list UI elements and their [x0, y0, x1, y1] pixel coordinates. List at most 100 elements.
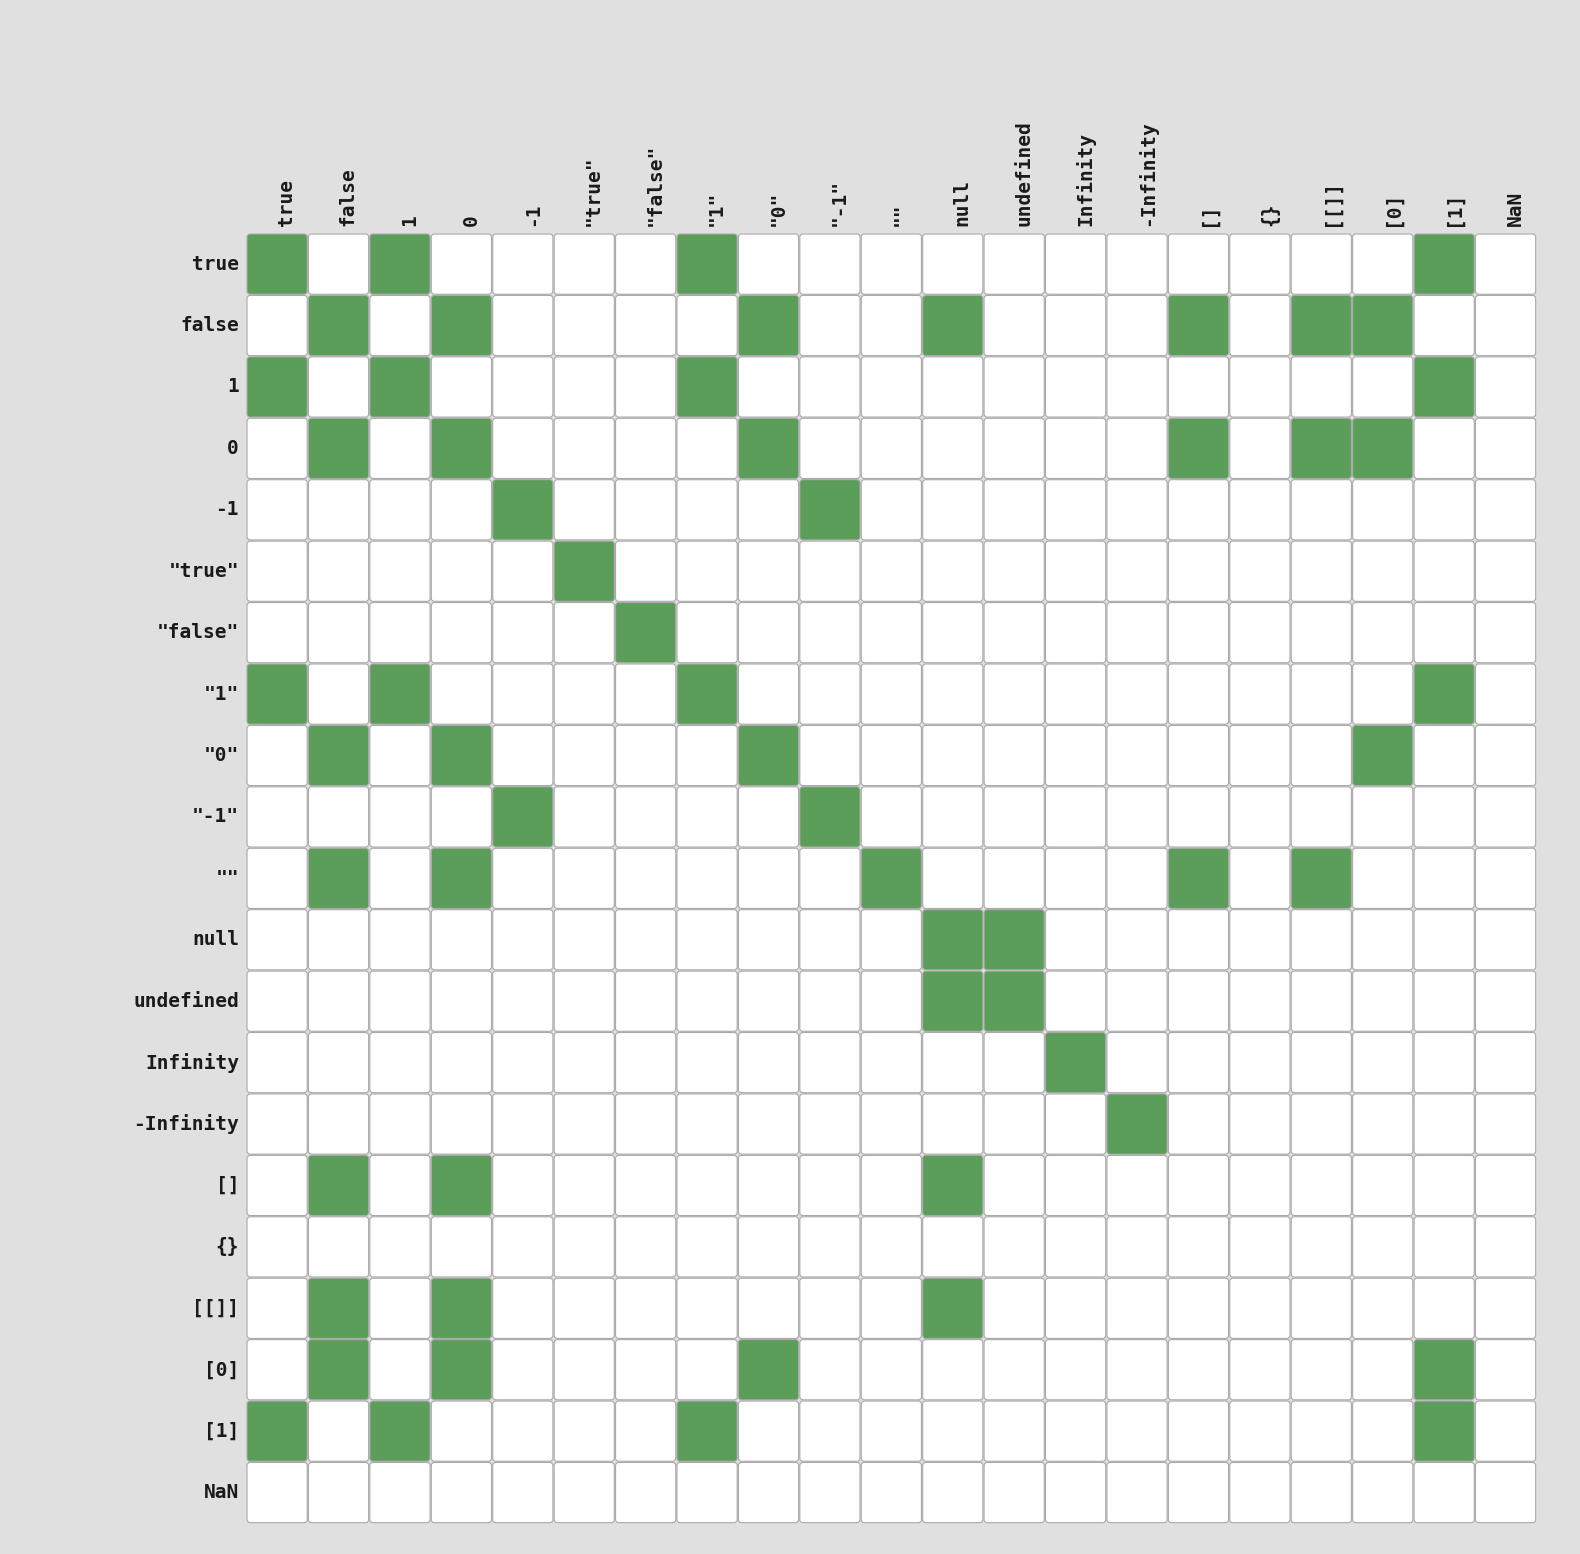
FancyBboxPatch shape	[493, 480, 553, 539]
FancyBboxPatch shape	[1168, 1155, 1229, 1215]
FancyBboxPatch shape	[246, 1094, 307, 1155]
FancyBboxPatch shape	[370, 1340, 430, 1400]
FancyBboxPatch shape	[1108, 1279, 1168, 1338]
FancyBboxPatch shape	[555, 235, 615, 294]
FancyBboxPatch shape	[616, 1279, 676, 1338]
FancyBboxPatch shape	[1046, 1340, 1106, 1400]
FancyBboxPatch shape	[738, 909, 798, 970]
FancyBboxPatch shape	[799, 664, 860, 724]
FancyBboxPatch shape	[799, 235, 860, 294]
FancyBboxPatch shape	[1168, 295, 1229, 356]
FancyBboxPatch shape	[1352, 603, 1413, 662]
Text: undefined: undefined	[133, 991, 239, 1010]
Text: "": ""	[891, 202, 910, 225]
FancyBboxPatch shape	[431, 603, 491, 662]
FancyBboxPatch shape	[984, 1279, 1044, 1338]
FancyBboxPatch shape	[431, 235, 491, 294]
FancyBboxPatch shape	[1291, 480, 1351, 539]
FancyBboxPatch shape	[1046, 971, 1106, 1032]
FancyBboxPatch shape	[923, 726, 983, 786]
FancyBboxPatch shape	[799, 1402, 860, 1461]
FancyBboxPatch shape	[1168, 235, 1229, 294]
FancyBboxPatch shape	[555, 1217, 615, 1277]
FancyBboxPatch shape	[1476, 480, 1536, 539]
FancyBboxPatch shape	[738, 295, 798, 356]
FancyBboxPatch shape	[616, 1402, 676, 1461]
FancyBboxPatch shape	[246, 1340, 307, 1400]
FancyBboxPatch shape	[431, 786, 491, 847]
FancyBboxPatch shape	[1291, 1217, 1351, 1277]
FancyBboxPatch shape	[431, 418, 491, 479]
FancyBboxPatch shape	[370, 1402, 430, 1461]
FancyBboxPatch shape	[923, 541, 983, 601]
FancyBboxPatch shape	[1291, 1155, 1351, 1215]
FancyBboxPatch shape	[799, 1462, 860, 1523]
FancyBboxPatch shape	[1046, 1032, 1106, 1092]
FancyBboxPatch shape	[370, 786, 430, 847]
FancyBboxPatch shape	[676, 971, 738, 1032]
FancyBboxPatch shape	[493, 235, 553, 294]
FancyBboxPatch shape	[1229, 357, 1289, 416]
FancyBboxPatch shape	[1229, 726, 1289, 786]
FancyBboxPatch shape	[984, 1340, 1044, 1400]
Text: 1: 1	[400, 214, 419, 225]
FancyBboxPatch shape	[676, 235, 738, 294]
FancyBboxPatch shape	[923, 1217, 983, 1277]
FancyBboxPatch shape	[676, 357, 738, 416]
FancyBboxPatch shape	[493, 1094, 553, 1155]
FancyBboxPatch shape	[555, 1402, 615, 1461]
FancyBboxPatch shape	[738, 357, 798, 416]
FancyBboxPatch shape	[923, 603, 983, 662]
FancyBboxPatch shape	[1476, 726, 1536, 786]
FancyBboxPatch shape	[1229, 295, 1289, 356]
FancyBboxPatch shape	[308, 1402, 368, 1461]
FancyBboxPatch shape	[676, 295, 738, 356]
FancyBboxPatch shape	[246, 971, 307, 1032]
FancyBboxPatch shape	[1046, 418, 1106, 479]
FancyBboxPatch shape	[923, 664, 983, 724]
FancyBboxPatch shape	[616, 1032, 676, 1092]
FancyBboxPatch shape	[738, 664, 798, 724]
FancyBboxPatch shape	[861, 480, 921, 539]
FancyBboxPatch shape	[1108, 1340, 1168, 1400]
FancyBboxPatch shape	[738, 1462, 798, 1523]
FancyBboxPatch shape	[308, 1217, 368, 1277]
FancyBboxPatch shape	[861, 541, 921, 601]
FancyBboxPatch shape	[799, 1155, 860, 1215]
FancyBboxPatch shape	[1046, 357, 1106, 416]
FancyBboxPatch shape	[1291, 971, 1351, 1032]
FancyBboxPatch shape	[861, 726, 921, 786]
FancyBboxPatch shape	[370, 1094, 430, 1155]
FancyBboxPatch shape	[984, 848, 1044, 909]
FancyBboxPatch shape	[616, 541, 676, 601]
FancyBboxPatch shape	[923, 1032, 983, 1092]
FancyBboxPatch shape	[616, 480, 676, 539]
FancyBboxPatch shape	[555, 357, 615, 416]
FancyBboxPatch shape	[1168, 848, 1229, 909]
FancyBboxPatch shape	[1046, 541, 1106, 601]
FancyBboxPatch shape	[308, 848, 368, 909]
FancyBboxPatch shape	[738, 1340, 798, 1400]
FancyBboxPatch shape	[676, 1462, 738, 1523]
Text: null: null	[193, 931, 239, 949]
FancyBboxPatch shape	[1291, 909, 1351, 970]
FancyBboxPatch shape	[370, 1032, 430, 1092]
FancyBboxPatch shape	[1046, 480, 1106, 539]
FancyBboxPatch shape	[616, 418, 676, 479]
FancyBboxPatch shape	[1046, 848, 1106, 909]
FancyBboxPatch shape	[1476, 1155, 1536, 1215]
FancyBboxPatch shape	[1229, 1279, 1289, 1338]
FancyBboxPatch shape	[1352, 541, 1413, 601]
FancyBboxPatch shape	[493, 603, 553, 662]
FancyBboxPatch shape	[308, 726, 368, 786]
FancyBboxPatch shape	[1352, 418, 1413, 479]
Text: "0": "0"	[204, 746, 239, 765]
Text: [0]: [0]	[204, 1360, 239, 1380]
FancyBboxPatch shape	[1108, 1094, 1168, 1155]
FancyBboxPatch shape	[616, 1217, 676, 1277]
FancyBboxPatch shape	[984, 1032, 1044, 1092]
FancyBboxPatch shape	[1414, 726, 1474, 786]
FancyBboxPatch shape	[246, 1032, 307, 1092]
FancyBboxPatch shape	[1352, 480, 1413, 539]
FancyBboxPatch shape	[676, 1340, 738, 1400]
